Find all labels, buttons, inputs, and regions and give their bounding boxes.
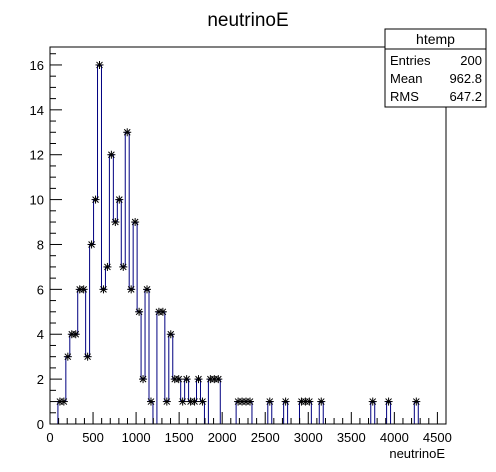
data-point	[281, 397, 290, 406]
data-point	[384, 397, 393, 406]
data-point	[123, 128, 132, 137]
data-point	[245, 397, 254, 406]
data-point	[63, 352, 72, 361]
stats-entries-label: Entries	[390, 53, 431, 68]
y-tick-label: 14	[30, 103, 44, 118]
stats-entries-value: 200	[460, 53, 482, 68]
data-point	[198, 397, 207, 406]
data-point	[71, 330, 80, 339]
stats-rms-value: 647.2	[449, 89, 482, 104]
y-tick-label: 4	[37, 327, 44, 342]
data-point	[111, 218, 120, 227]
data-point	[174, 375, 183, 384]
stats-mean-value: 962.8	[449, 71, 482, 86]
data-point	[139, 375, 148, 384]
data-point	[317, 397, 326, 406]
data-point	[83, 352, 92, 361]
data-point	[166, 330, 175, 339]
data-point	[158, 307, 167, 316]
data-point	[79, 285, 88, 294]
stats-box-title: htemp	[416, 31, 455, 47]
data-point	[265, 397, 274, 406]
y-tick-label: 2	[37, 372, 44, 387]
chart-title: neutrinoE	[207, 10, 288, 31]
data-point	[214, 375, 223, 384]
x-axis: 0 500 1000 1500 2000 2500 3000 3500 4000 4500	[46, 412, 452, 445]
data-point	[182, 375, 191, 384]
data-point	[162, 397, 171, 406]
y-tick-label: 8	[37, 237, 44, 252]
x-tick-label: 0	[46, 430, 53, 445]
data-point	[87, 240, 96, 249]
x-axis-label: neutrinoE	[389, 446, 445, 461]
data-point	[99, 285, 108, 294]
x-tick-label: 2000	[208, 430, 237, 445]
stats-rms-label: RMS	[390, 89, 419, 104]
x-tick-label: 3000	[294, 430, 323, 445]
data-point	[119, 262, 128, 271]
data-point	[59, 397, 68, 406]
y-axis: 0 2 4 6 8 10 12 14 16	[30, 53, 62, 432]
data-point	[368, 397, 377, 406]
data-point	[107, 150, 116, 159]
data-point	[178, 397, 187, 406]
data-point	[115, 195, 124, 204]
x-tick-label: 4000	[380, 430, 409, 445]
x-tick-label: 3500	[337, 430, 366, 445]
x-tick-label: 500	[82, 430, 104, 445]
data-markers	[55, 60, 421, 406]
y-tick-label: 16	[30, 58, 44, 73]
data-point	[135, 307, 144, 316]
data-point	[412, 397, 421, 406]
x-tick-label: 4500	[423, 430, 452, 445]
x-tick-label: 1000	[122, 430, 151, 445]
data-point	[305, 397, 314, 406]
y-tick-label: 12	[30, 148, 44, 163]
data-point	[103, 262, 112, 271]
y-tick-label: 10	[30, 193, 44, 208]
stats-box-frame	[384, 28, 487, 108]
data-point	[131, 218, 140, 227]
data-point	[190, 397, 199, 406]
data-point	[95, 60, 104, 69]
data-point	[127, 285, 136, 294]
x-tick-label: 1500	[165, 430, 194, 445]
data-point	[143, 285, 152, 294]
data-point	[194, 375, 203, 384]
y-tick-label: 6	[37, 282, 44, 297]
y-tick-label: 0	[37, 417, 44, 432]
x-tick-label: 2500	[251, 430, 280, 445]
data-point	[91, 195, 100, 204]
stats-mean-label: Mean	[390, 71, 423, 86]
data-point	[146, 397, 155, 406]
stats-box: htemp Entries 200 Mean 962.8 RMS 647.2	[384, 28, 487, 108]
